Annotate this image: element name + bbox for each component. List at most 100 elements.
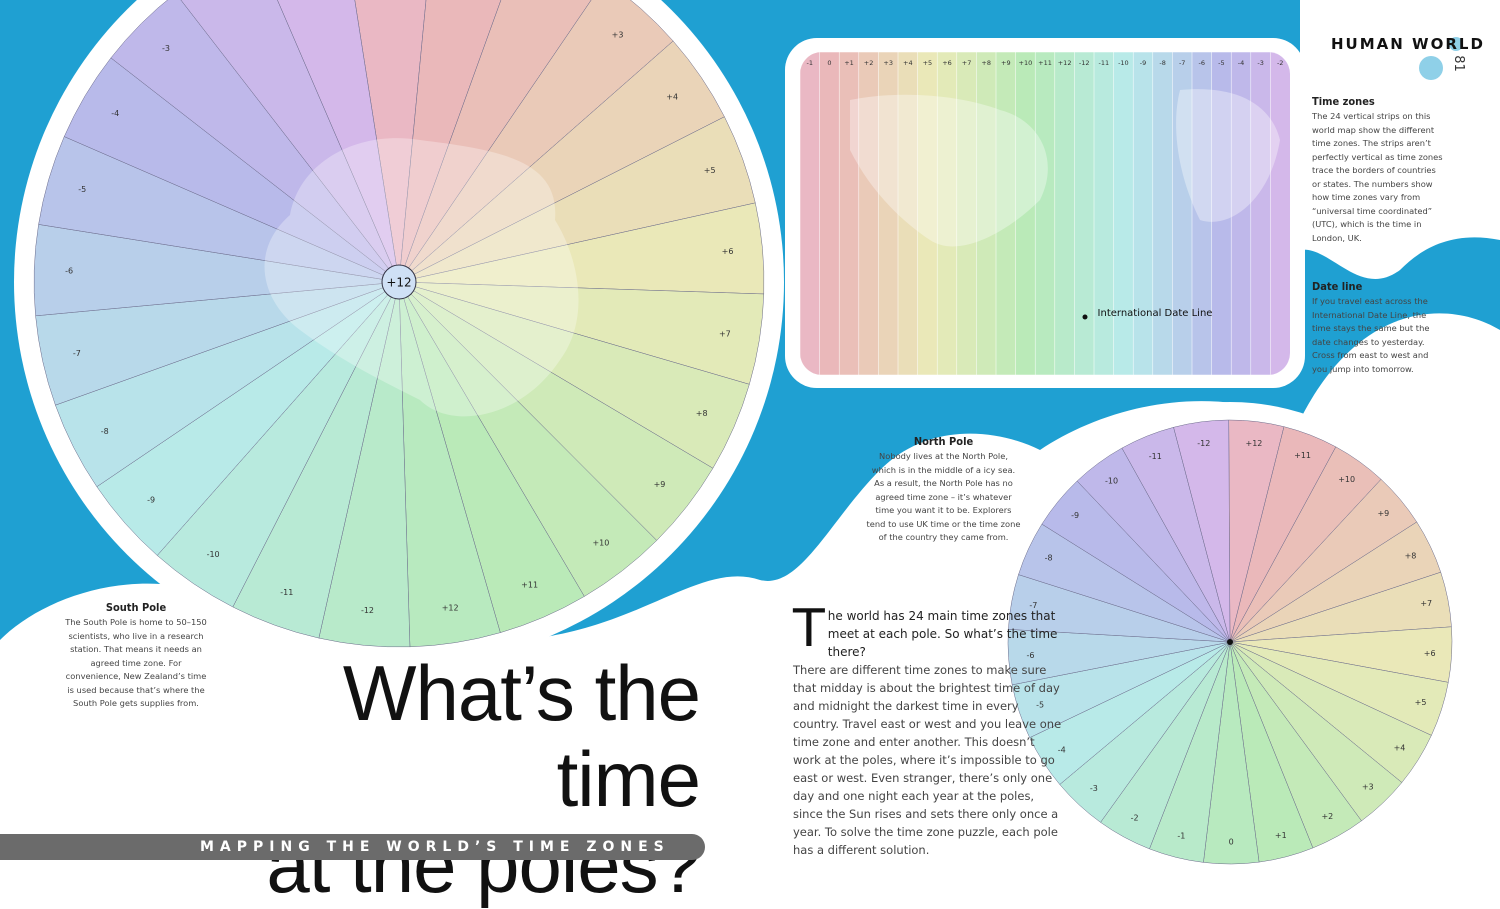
intro-body: There are different time zones to make s… — [793, 663, 1062, 857]
zone-wedge — [354, 0, 427, 283]
zone-label: -12 — [1197, 439, 1210, 448]
strip-label: +9 — [1001, 59, 1011, 67]
zone-strip — [1152, 52, 1174, 375]
strip-label: +11 — [1038, 59, 1052, 67]
annotation: International Date Line — [1098, 308, 1213, 319]
strip-label: -1 — [807, 59, 813, 67]
caption: Time zones The 24 vertical strips on thi… — [1312, 95, 1444, 245]
strip-label: -4 — [1238, 59, 1244, 67]
zone-label: +4 — [1394, 744, 1406, 753]
zone-label: -2 — [227, 0, 235, 2]
zone-label: +10 — [592, 539, 609, 548]
title: What’s the time at the poles? — [200, 649, 701, 908]
strip-label: -7 — [1179, 59, 1185, 67]
zone-label: 0 — [1229, 837, 1234, 846]
strip-label: -8 — [1159, 59, 1165, 67]
marker — [1082, 314, 1088, 320]
strip-label: -12 — [1079, 59, 1090, 67]
zone-label: +5 — [704, 166, 716, 175]
center-label: +12 — [386, 276, 411, 290]
zone-label: +4 — [666, 92, 678, 101]
zone-label: +11 — [1294, 451, 1311, 460]
zone-label: +11 — [521, 581, 538, 590]
caption-text: Nobody lives at the North Pole, which is… — [866, 451, 1021, 542]
intro-lead: he world has 24 main time zones that mee… — [827, 609, 1058, 659]
zone-label: +8 — [696, 409, 708, 418]
zone-label: -1 — [1177, 831, 1185, 840]
zone-label: +6 — [1424, 649, 1436, 658]
caption-title: South Pole — [105, 601, 167, 614]
strip-label: +2 — [864, 59, 874, 67]
zone-strip — [1113, 52, 1134, 375]
title-line: What’s the time — [342, 649, 701, 823]
caption: South Pole The South Pole is home to 50–… — [65, 601, 207, 711]
dropcap: T — [793, 599, 825, 659]
strip-label: +10 — [1019, 59, 1033, 67]
caption: Date line If you travel east across the … — [1312, 280, 1437, 376]
zone-label: +6 — [722, 247, 734, 256]
south-pole-map: 0+1+2+3+4+5+6+7+8+9+10+11+12-12-11-10-9-… — [33, 0, 765, 648]
subtitle-banner: MAPPING THE WORLD’S TIME ZONES — [0, 834, 705, 860]
zone-label: +8 — [1405, 551, 1417, 560]
zone-label: -3 — [162, 44, 170, 53]
zone-label: +12 — [442, 604, 459, 613]
zone-label: +7 — [1420, 599, 1432, 608]
zone-label: -5 — [1036, 700, 1044, 709]
zone-label: +5 — [1415, 698, 1427, 707]
strip-label: 0 — [827, 59, 831, 67]
zone-label: +3 — [612, 30, 624, 39]
zone-label: +9 — [654, 480, 666, 489]
zone-wedge — [180, 0, 400, 283]
zone-label: -6 — [65, 267, 73, 276]
zone-label: -4 — [1058, 746, 1066, 755]
zone-label: +9 — [1377, 509, 1389, 518]
zone-strip — [1250, 52, 1272, 375]
landmass — [264, 138, 579, 417]
zone-strip — [1093, 52, 1115, 375]
zone-label: -9 — [1071, 511, 1079, 520]
caption-title: Date line — [1312, 280, 1363, 293]
deco-dot — [1449, 37, 1463, 51]
zone-label: -11 — [1149, 452, 1162, 461]
caption-title: North Pole — [913, 435, 974, 448]
deco-dot — [1419, 56, 1443, 80]
pole-marker — [1227, 639, 1233, 645]
zone-strip — [1270, 52, 1290, 375]
caption-text: The 24 vertical strips on this world map… — [1312, 111, 1443, 243]
strip-label: -5 — [1218, 59, 1224, 67]
zone-label: -10 — [1105, 476, 1118, 485]
zone-label: -5 — [78, 185, 86, 194]
zone-label: -8 — [1045, 553, 1053, 562]
strip-label: +5 — [923, 59, 933, 67]
page-number: 81 — [1450, 55, 1466, 72]
strip-label: +3 — [883, 59, 893, 67]
strip-label: +1 — [844, 59, 854, 67]
zone-label: -6 — [1026, 651, 1034, 660]
zone-strip — [1034, 52, 1056, 375]
strip-label: +8 — [981, 59, 991, 67]
zone-strip — [1132, 52, 1154, 375]
intro: T he world has 24 main time zones that m… — [793, 599, 1063, 859]
zone-strip — [819, 52, 840, 375]
zone-wedge — [1173, 419, 1231, 643]
zone-wedge — [398, 0, 592, 283]
zone-label: +12 — [1245, 439, 1262, 448]
caption-text: If you travel east across the Internatio… — [1312, 296, 1430, 374]
caption-title: Time zones — [1312, 95, 1375, 108]
zone-label: -9 — [147, 495, 155, 504]
strip-label: -9 — [1140, 59, 1146, 67]
zone-label: -2 — [1131, 813, 1139, 822]
strip-label: -11 — [1098, 59, 1109, 67]
zone-wedge — [110, 0, 400, 283]
zone-label: -12 — [361, 606, 374, 615]
section-header: HUMAN WORLD — [1331, 35, 1485, 53]
strip-label: +4 — [903, 59, 913, 67]
north-pole-map: +12+11+10+9+8+7+6+5+4+3+2+10-1-2-3-4-5-6… — [1007, 419, 1453, 865]
caption-text: The South Pole is home to 50–150 scienti… — [65, 617, 207, 708]
caption: North Pole Nobody lives at the North Pol… — [866, 435, 1021, 545]
pole-marker — [381, 264, 417, 300]
deco-circle — [0, 670, 40, 720]
strip-label: -10 — [1118, 59, 1129, 67]
strip-label: -3 — [1257, 59, 1263, 67]
